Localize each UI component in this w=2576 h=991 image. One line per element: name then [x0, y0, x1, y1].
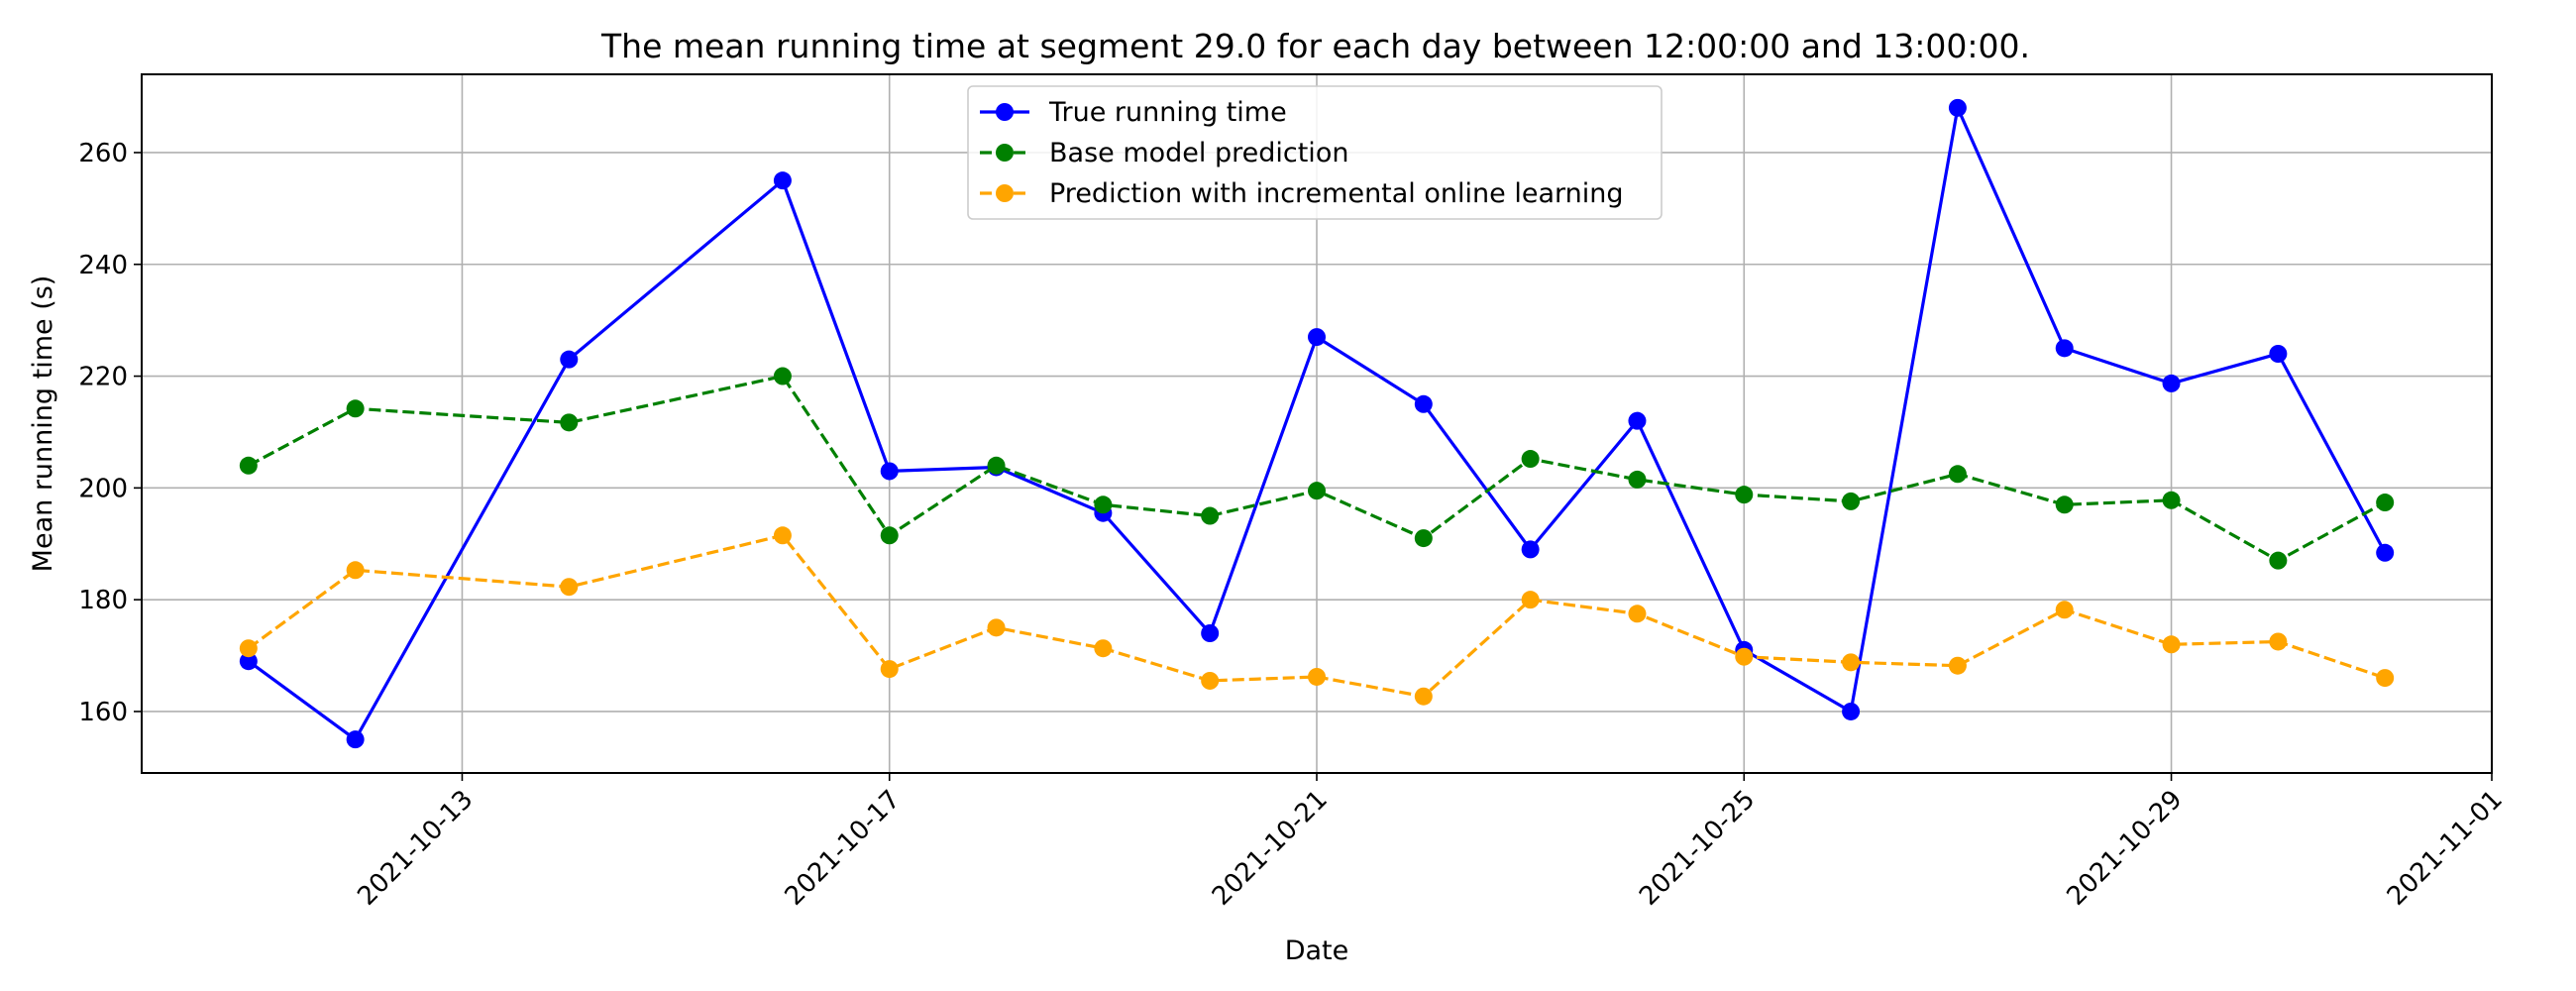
incremental-prediction-point [2162, 635, 2181, 654]
legend-marker [996, 184, 1014, 202]
legend-marker [996, 144, 1014, 162]
incremental-prediction-point [1735, 647, 1754, 666]
incremental-prediction-point [1414, 687, 1433, 706]
y-axis-title: Mean running time (s) [28, 275, 58, 573]
true-running-time-point [346, 730, 365, 749]
y-tick-label: 180 [78, 586, 128, 615]
base-model-prediction-point [773, 367, 792, 385]
chart-title: The mean running time at segment 29.0 fo… [600, 27, 2030, 65]
base-model-prediction-series [239, 367, 2395, 570]
incremental-prediction-point [987, 618, 1006, 637]
true-running-time-point [1521, 540, 1540, 559]
y-tick-label: 160 [78, 698, 128, 727]
incremental-prediction-point [1842, 653, 1861, 672]
base-model-prediction-point [2162, 491, 2181, 509]
legend-label: Prediction with incremental online learn… [1049, 178, 1624, 209]
y-tick-label: 240 [78, 251, 128, 280]
base-model-prediction-point [880, 526, 899, 545]
incremental-prediction-point [239, 639, 258, 658]
x-axis-title: Date [1285, 936, 1349, 966]
true-running-time-point [2162, 374, 2181, 392]
true-running-time-point [1628, 411, 1647, 430]
base-model-prediction-point [987, 456, 1006, 475]
legend: True running time Base model prediction Pr… [967, 85, 1663, 220]
true-running-time-point [2055, 339, 2074, 358]
true-running-time-point [1201, 624, 1220, 642]
base-model-prediction-point [560, 413, 579, 432]
base-model-prediction-point [2269, 551, 2288, 570]
base-model-prediction-point [1414, 529, 1433, 548]
incremental-prediction-point [2055, 601, 2074, 619]
incremental-prediction-point [346, 561, 365, 580]
base-model-prediction-point [1521, 450, 1540, 469]
incremental-prediction-point [2376, 669, 2395, 688]
incremental-prediction-point [773, 526, 792, 545]
true-running-time-point [773, 171, 792, 190]
true-running-time-point [1308, 328, 1326, 347]
base-model-prediction-point [1094, 496, 1113, 514]
incremental-prediction-point [1094, 639, 1113, 658]
incremental-prediction-series [239, 526, 2395, 706]
base-model-prediction-point [1628, 470, 1647, 489]
legend-label: True running time [1048, 97, 1287, 128]
true-running-time-point [560, 350, 579, 369]
incremental-prediction-point [1521, 591, 1540, 609]
y-tick-label: 260 [78, 139, 128, 168]
base-model-prediction-point [346, 399, 365, 418]
y-tick-label: 200 [78, 474, 128, 503]
series-layer [239, 98, 2395, 749]
true-running-time-point [2269, 345, 2288, 363]
incremental-prediction-point [1308, 667, 1326, 686]
base-model-prediction-point [1201, 506, 1220, 525]
incremental-prediction-point [560, 578, 579, 597]
base-model-prediction-point [1735, 486, 1754, 504]
base-model-prediction-point [1842, 492, 1861, 510]
incremental-prediction-point [1628, 605, 1647, 623]
base-model-prediction-point [2376, 494, 2395, 512]
true-running-time-point [2376, 543, 2395, 562]
true-running-time-point [1414, 394, 1433, 413]
incremental-prediction-point [880, 660, 899, 679]
true-running-time-point [1842, 702, 1861, 720]
legend-box [967, 85, 1663, 220]
base-model-prediction-point [1308, 482, 1326, 500]
y-tick-label: 220 [78, 363, 128, 392]
true-running-time-point [880, 462, 899, 481]
legend-label: Base model prediction [1049, 138, 1348, 168]
incremental-prediction-point [1201, 671, 1220, 690]
incremental-prediction-point [2269, 632, 2288, 651]
legend-marker [996, 103, 1014, 121]
incremental-prediction-point [1948, 656, 1967, 675]
base-model-prediction-point [239, 456, 258, 475]
true-running-time-point [1948, 98, 1967, 117]
base-model-prediction-point [2055, 496, 2074, 514]
base-model-prediction-point [1948, 465, 1967, 484]
true-running-time-point [239, 652, 258, 671]
